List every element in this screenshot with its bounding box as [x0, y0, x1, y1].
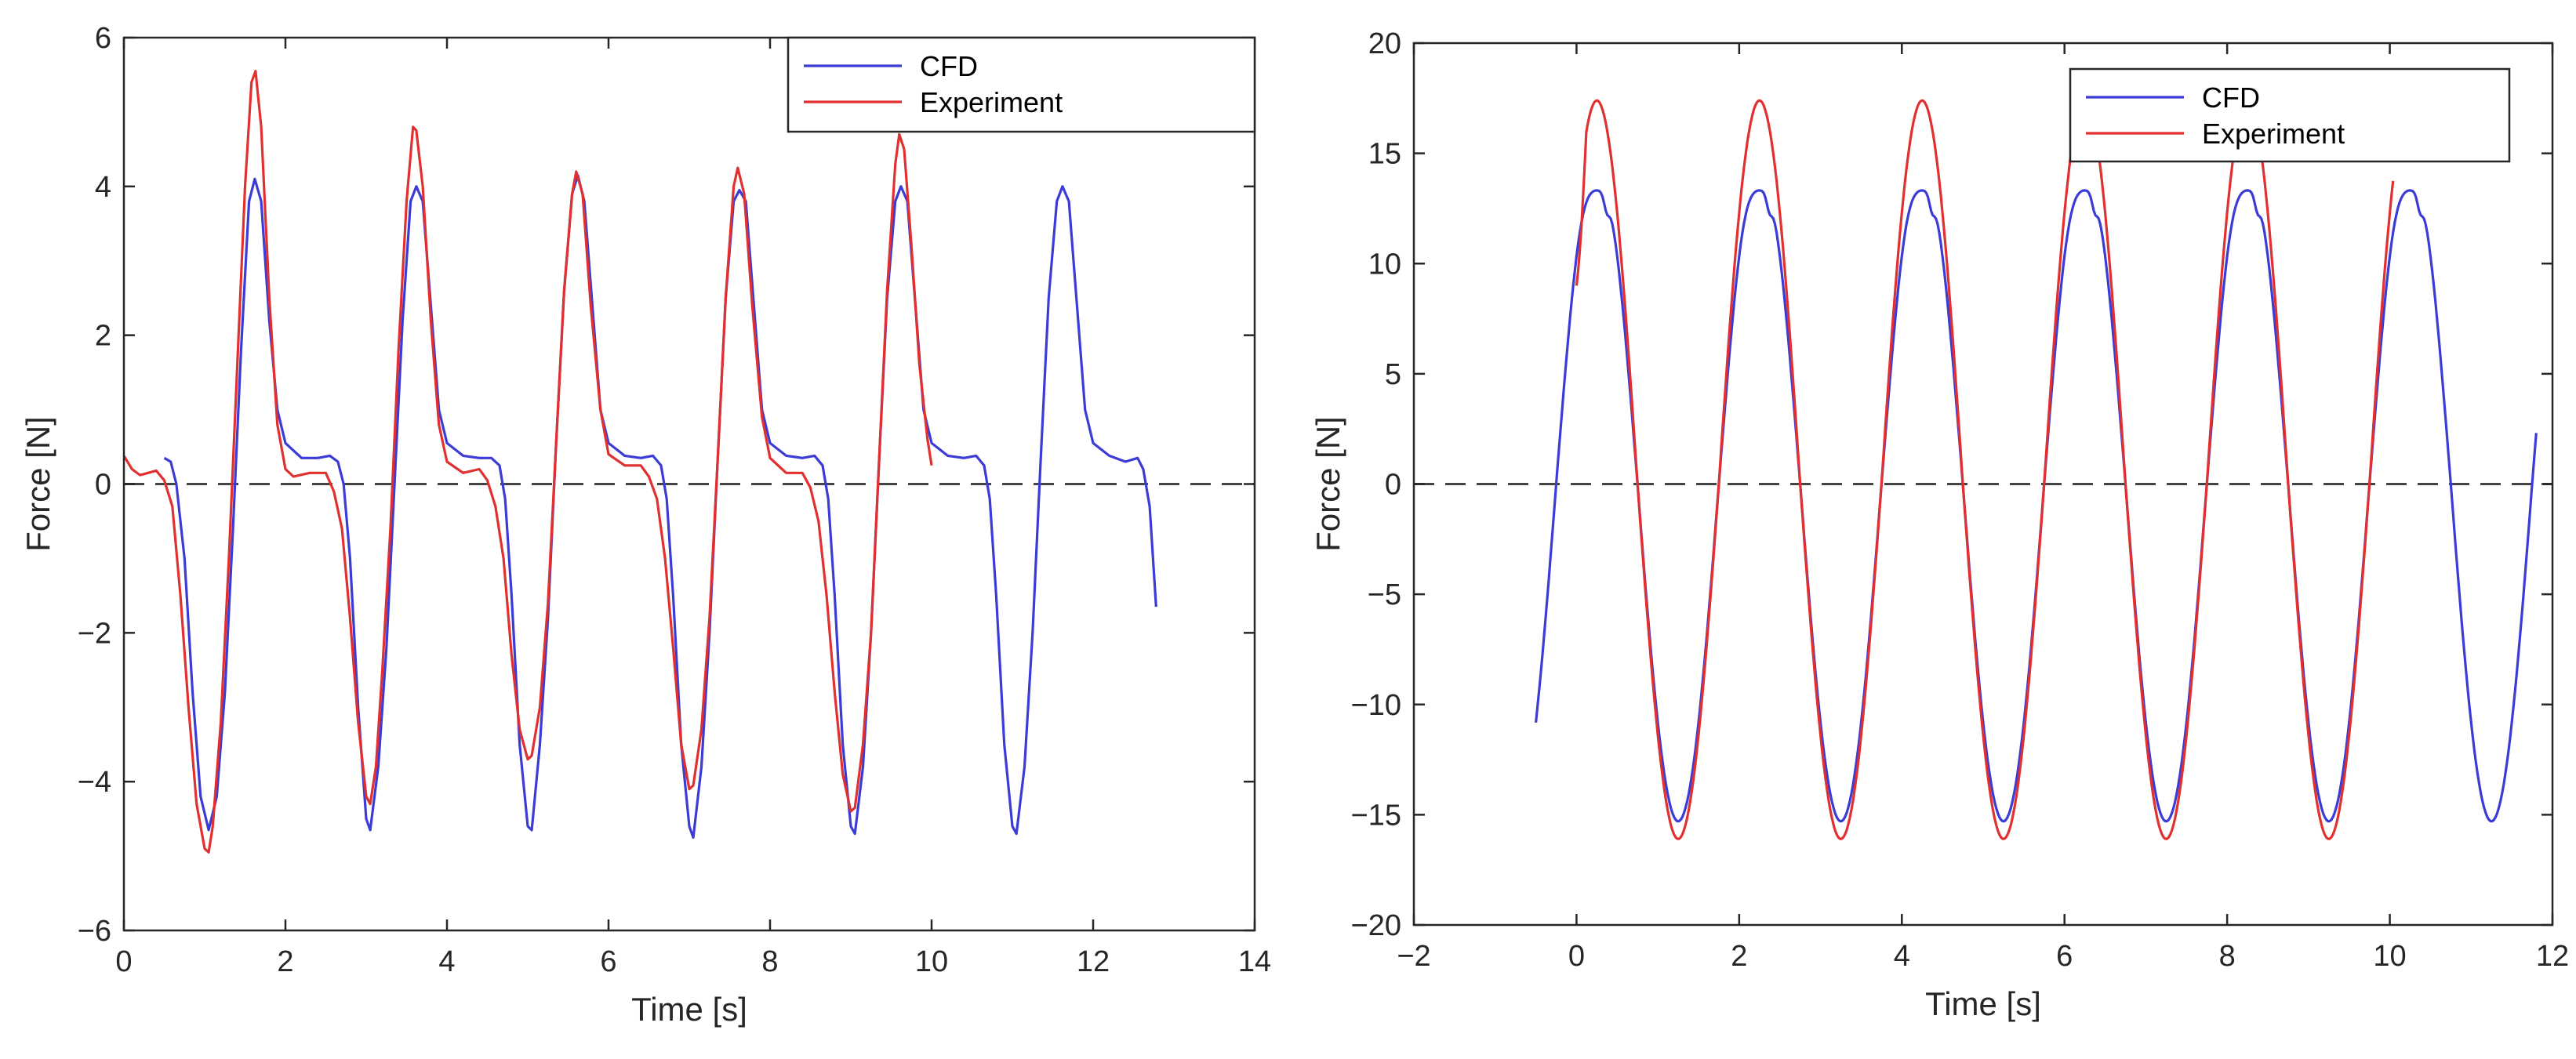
left-chart: 0 2 4 6 8 10 12 14 −6 −4 −2 0 2 4 6 Time [s] Force [N] CF…: [20, 22, 1271, 1028]
x-axis-label: Time [s]: [631, 991, 747, 1028]
x-tick-label: 10: [2373, 940, 2406, 973]
x-tick-label: 12: [2536, 940, 2569, 973]
legend: CFD Experiment: [787, 36, 1256, 133]
x-axis-label: Time [s]: [1925, 985, 2041, 1022]
y-tick-label: −10: [1351, 689, 1401, 722]
x-tick-label: 0: [115, 945, 132, 978]
y-tick-label: 4: [95, 171, 111, 204]
x-tick-label: 14: [1238, 945, 1271, 978]
x-tick-label: 8: [2219, 940, 2236, 973]
series-line-cfd: [1535, 189, 2538, 823]
legend-label-cfd: CFD: [2202, 82, 2260, 114]
legend-label-experiment: Experiment: [2202, 118, 2345, 150]
series-line-experiment: [124, 70, 933, 854]
y-axis-label: Force [N]: [1310, 416, 1346, 552]
legend-label-experiment: Experiment: [920, 86, 1063, 118]
y-tick-label: −6: [78, 915, 111, 948]
y-tick-label: 2: [95, 320, 111, 353]
y-tick-label: 10: [1368, 248, 1401, 281]
x-tick-label: 0: [1568, 940, 1585, 973]
legend-label-cfd: CFD: [920, 50, 978, 82]
x-tick-label: −2: [1397, 940, 1430, 973]
y-tick-label: 0: [1385, 469, 1401, 502]
x-tick-label: 6: [600, 945, 616, 978]
y-tick-label: −15: [1351, 799, 1401, 832]
y-tick-label: 0: [95, 469, 111, 502]
y-tick-label: −5: [1368, 578, 1401, 611]
x-tick-label: 10: [915, 945, 948, 978]
y-tick-label: −20: [1351, 909, 1401, 942]
series-line-cfd: [163, 174, 1157, 839]
y-tick-label: 5: [1385, 358, 1401, 391]
x-tick-label: 12: [1077, 945, 1110, 978]
y-tick-label: 6: [95, 22, 111, 55]
y-tick-label: 20: [1368, 27, 1401, 60]
y-tick-label: 15: [1368, 138, 1401, 171]
y-tick-label: −2: [78, 617, 111, 650]
y-axis-label: Force [N]: [20, 416, 56, 552]
x-tick-label: 4: [1894, 940, 1910, 973]
legend: CFD Experiment: [2069, 67, 2511, 163]
x-tick-label: 4: [438, 945, 455, 978]
y-tick-label: −4: [78, 766, 111, 799]
x-tick-label: 8: [761, 945, 778, 978]
x-tick-label: 2: [1731, 940, 1747, 973]
x-tick-label: 6: [2056, 940, 2073, 973]
x-tick-label: 2: [277, 945, 293, 978]
